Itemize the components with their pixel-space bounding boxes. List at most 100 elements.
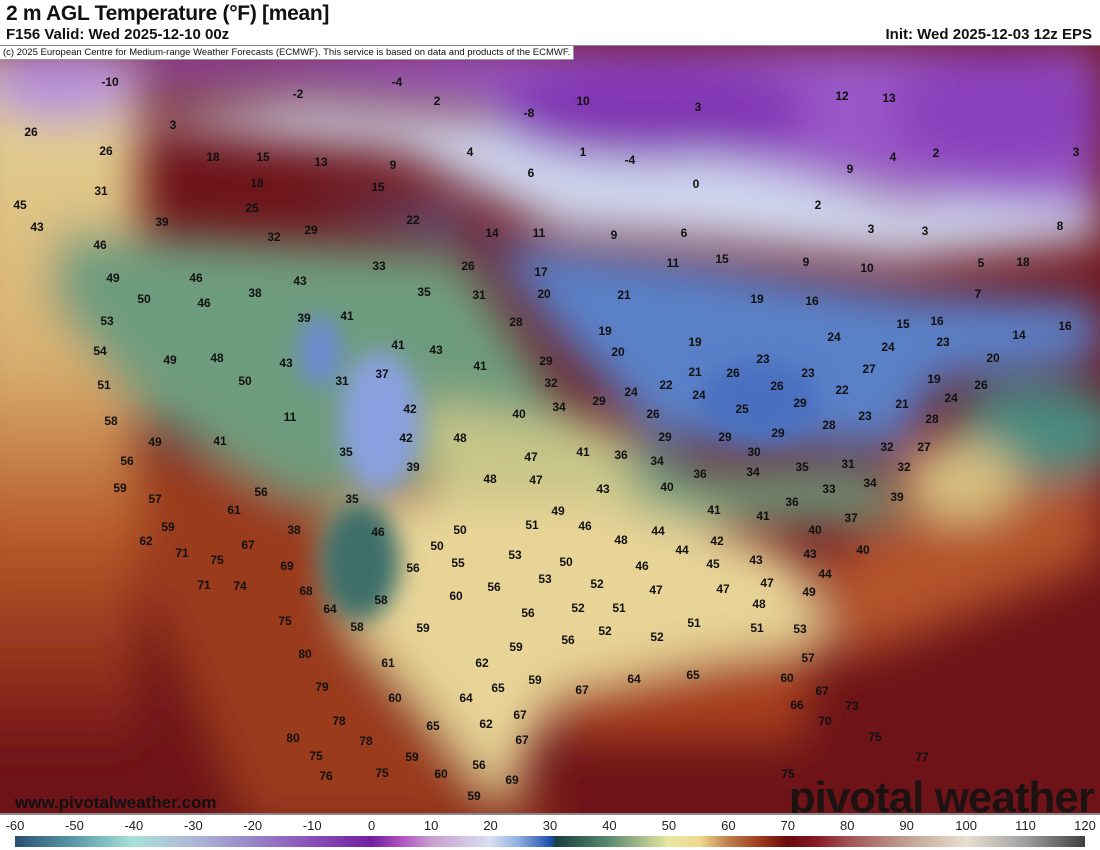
temperature-label: 30 [747, 445, 761, 459]
temperature-label: 59 [405, 750, 419, 764]
temperature-label: 43 [30, 220, 44, 234]
temperature-label: 36 [785, 495, 799, 509]
temperature-label: 2 [932, 146, 940, 160]
temperature-label: 48 [453, 431, 467, 445]
temperature-label: 34 [746, 465, 760, 479]
temperature-label: 47 [716, 582, 730, 596]
temperature-label: 25 [245, 201, 259, 215]
temperature-label: 65 [426, 719, 440, 733]
temperature-label: 55 [451, 556, 465, 570]
temperature-label: 41 [707, 503, 721, 517]
temperature-label: 80 [298, 647, 312, 661]
temperature-label: 2 [433, 94, 441, 108]
temperature-label: 71 [197, 578, 211, 592]
temperature-label: 46 [93, 238, 107, 252]
temperature-label: 21 [688, 365, 702, 379]
temperature-label: 29 [793, 396, 807, 410]
temperature-label: 60 [780, 671, 794, 685]
temperature-label: -2 [292, 87, 304, 101]
temperature-label: 52 [650, 630, 664, 644]
colorbar-tick-label: -60 [5, 818, 25, 833]
temperature-label: 29 [304, 223, 318, 237]
temperature-label: 49 [551, 504, 565, 518]
temperature-label: 45 [13, 198, 27, 212]
temperature-label: 46 [635, 559, 649, 573]
temperature-label: 2 [814, 198, 822, 212]
temperature-label: 47 [649, 583, 663, 597]
temperature-label: 78 [359, 734, 373, 748]
temperature-label: 66 [790, 698, 804, 712]
temperature-label: 35 [417, 285, 431, 299]
temperature-label: 67 [575, 683, 589, 697]
temperature-label: 39 [297, 311, 311, 325]
colorbar-tick-label: -30 [183, 818, 203, 833]
colorbar-tick-label: 20 [483, 818, 498, 833]
temperature-label: 65 [491, 681, 505, 695]
temperature-label: 29 [658, 430, 672, 444]
temperature-label: 22 [406, 213, 420, 227]
temperature-label: 50 [238, 374, 252, 388]
temperature-label: 75 [309, 749, 323, 763]
temperature-label: 4 [889, 150, 897, 164]
temperature-label: 13 [314, 155, 328, 169]
temperature-label: 15 [371, 180, 385, 194]
temperature-label: 1 [579, 145, 587, 159]
temperature-label: 24 [827, 330, 841, 344]
temperature-label: 41 [756, 509, 770, 523]
temperature-label: 9 [802, 255, 810, 269]
temperature-label: 61 [381, 656, 395, 670]
temperature-label: 28 [822, 418, 836, 432]
temperature-label: 24 [944, 391, 958, 405]
temperature-label: 0 [692, 177, 700, 191]
temperature-label: 14 [485, 226, 499, 240]
temperature-label: 44 [818, 567, 832, 581]
temperature-label: 53 [538, 572, 552, 586]
temperature-label: 7 [974, 287, 982, 301]
temperature-label: 60 [434, 767, 448, 781]
temperature-label: 67 [815, 684, 829, 698]
temperature-label: -8 [523, 106, 535, 120]
pivotal-weather-logo: pivotal weather [788, 773, 1095, 815]
temperature-label: 50 [559, 555, 573, 569]
temperature-label: 38 [248, 286, 262, 300]
temperature-map[interactable]: (c) 2025 European Centre for Medium-rang… [0, 45, 1100, 815]
temperature-label: 67 [513, 708, 527, 722]
temperature-label: 18 [206, 150, 220, 164]
temperature-label: 59 [509, 640, 523, 654]
temperature-label: 29 [592, 394, 606, 408]
temperature-label: 26 [770, 379, 784, 393]
temperature-field [0, 46, 1100, 813]
temperature-label: 29 [539, 354, 553, 368]
temperature-label: 58 [104, 414, 118, 428]
temperature-label: 54 [93, 344, 107, 358]
temperature-label: 37 [375, 367, 389, 381]
temperature-label: 35 [795, 460, 809, 474]
temperature-label: 26 [646, 407, 660, 421]
temperature-label: 26 [974, 378, 988, 392]
colorbar-tick-label: 120 [1074, 818, 1096, 833]
temperature-label: 60 [388, 691, 402, 705]
temperature-label: 35 [339, 445, 353, 459]
temperature-label: 9 [610, 228, 618, 242]
temperature-label: 26 [726, 366, 740, 380]
temperature-label: 48 [210, 351, 224, 365]
temperature-label: 23 [858, 409, 872, 423]
init-time: Init: Wed 2025-12-03 12z EPS [885, 26, 1092, 43]
temperature-label: 32 [897, 460, 911, 474]
temperature-label: 24 [881, 340, 895, 354]
temperature-label: 57 [801, 651, 815, 665]
temperature-label: 53 [100, 314, 114, 328]
temperature-label: 15 [256, 150, 270, 164]
temperature-label: 28 [509, 315, 523, 329]
temperature-label: 59 [113, 481, 127, 495]
temperature-label: 19 [688, 335, 702, 349]
temperature-label: 18 [1016, 255, 1030, 269]
temperature-label: 52 [571, 601, 585, 615]
temperature-label: 44 [675, 543, 689, 557]
temperature-label: 69 [280, 559, 294, 573]
temperature-label: 49 [148, 435, 162, 449]
temperature-label: 38 [287, 523, 301, 537]
temperature-label: 31 [335, 374, 349, 388]
temperature-label: 31 [841, 457, 855, 471]
temperature-label: 16 [1058, 319, 1072, 333]
